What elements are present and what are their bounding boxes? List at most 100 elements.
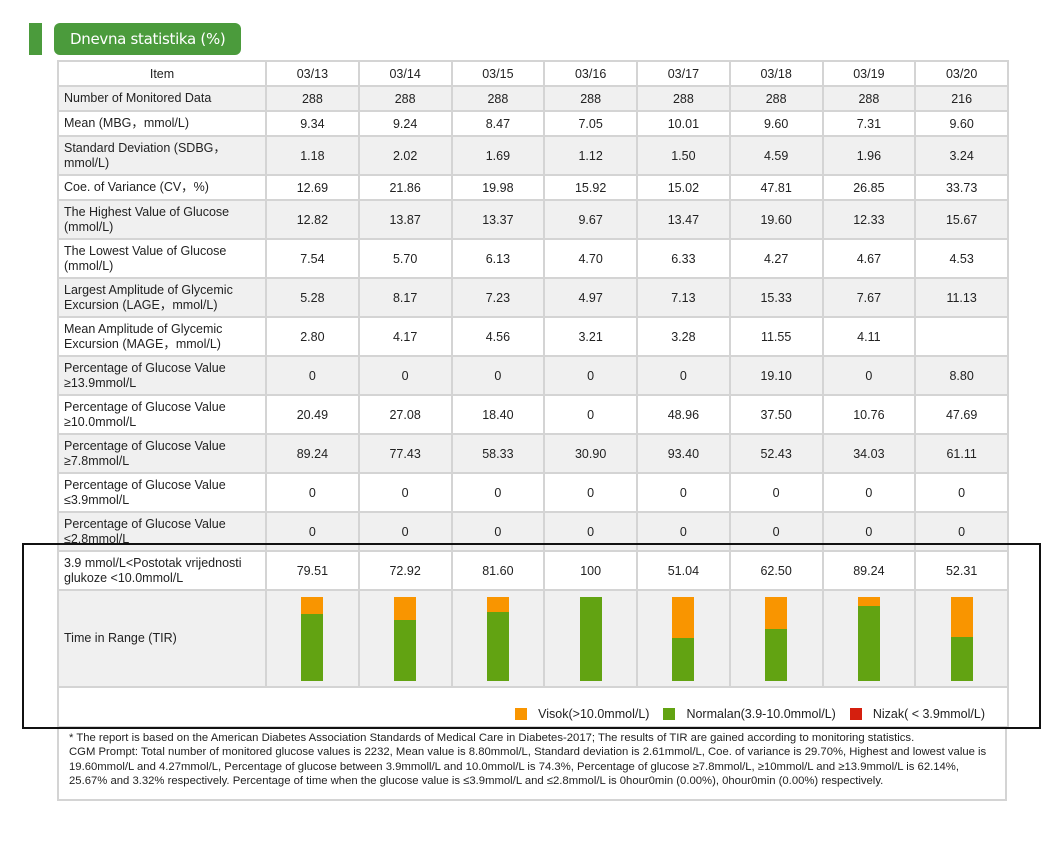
legend-label: Nizak( < 3.9mmol/L) xyxy=(872,707,985,721)
cell-value: 4.27 xyxy=(728,238,824,279)
cell-value: 4.56 xyxy=(450,316,546,357)
tir-bar-segment-normal xyxy=(672,638,695,681)
cell-value: 0 xyxy=(265,511,360,552)
table-row: The Lowest Value of Glucose (mmol/L) 7.54… xyxy=(57,238,1009,279)
tir-bar-segment-high xyxy=(301,597,324,615)
cell-value: 1.12 xyxy=(543,135,638,176)
tir-label: Time in Range (TIR) xyxy=(57,589,267,688)
cell-value: 9.60 xyxy=(728,110,824,137)
row-label: Standard Deviation (SDBG，mmol/L) xyxy=(57,135,267,176)
row-label: The Lowest Value of Glucose (mmol/L) xyxy=(57,238,267,279)
column-header-date: 03/14 xyxy=(357,60,453,87)
cell-value: 0 xyxy=(821,355,917,396)
cell-value: 0 xyxy=(357,472,453,513)
cell-value: 52.43 xyxy=(728,433,824,474)
tir-bar-cell xyxy=(914,589,1009,688)
cell-value: 2.02 xyxy=(357,135,453,176)
cell-value: 15.33 xyxy=(728,277,824,318)
cell-value: 10.01 xyxy=(636,110,731,137)
cell-value: 15.02 xyxy=(636,174,731,201)
cell-value: 37.50 xyxy=(728,394,824,435)
cell-value: 0 xyxy=(636,511,731,552)
table-row: Percentage of Glucose Value ≥7.8mmol/L 89… xyxy=(57,433,1009,474)
tir-bar-segment-high xyxy=(672,597,695,639)
tir-stacked-bar xyxy=(950,597,973,681)
cell-value: 9.24 xyxy=(357,110,453,137)
section-title: Dnevna statistika (%) xyxy=(54,23,242,55)
column-header-date: 03/17 xyxy=(636,60,731,87)
column-header-date: 03/18 xyxy=(728,60,824,87)
table-row: Coe. of Variance (CV，%) 12.69 21.86 19.98 15… xyxy=(57,174,1009,201)
cell-value: 0 xyxy=(543,511,638,552)
cell-value: 6.33 xyxy=(636,238,731,279)
tir-chart-row: Time in Range (TIR) xyxy=(57,589,1009,688)
cell-value: 77.43 xyxy=(357,433,453,474)
cell-value: 288 xyxy=(636,85,731,112)
cell-value: 4.11 xyxy=(821,316,917,357)
cell-value: 11.13 xyxy=(914,277,1009,318)
cell-value: 7.23 xyxy=(450,277,546,318)
table-row: Mean Amplitude of Glycemic Excursion (MA… xyxy=(57,316,1009,357)
row-label: Percentage of Glucose Value ≤2.8mmol/L xyxy=(57,511,267,552)
table-row: Number of Monitored Data 288 288 288 288 288 2… xyxy=(57,85,1009,112)
cell-value: 288 xyxy=(543,85,638,112)
cell-value: 12.33 xyxy=(821,199,917,240)
cell-value: 5.28 xyxy=(265,277,360,318)
row-label: Mean (MBG，mmol/L) xyxy=(57,110,267,137)
cell-value: 13.37 xyxy=(450,199,546,240)
row-label: Coe. of Variance (CV，%) xyxy=(57,174,267,201)
row-label: Percentage of Glucose Value ≥7.8mmol/L xyxy=(57,433,267,474)
cell-value: 0 xyxy=(450,472,546,513)
cell-value: 0 xyxy=(821,472,917,513)
cell-value: 51.04 xyxy=(636,550,731,591)
table-row: Percentage of Glucose Value ≤2.8mmol/L 0 0… xyxy=(57,511,1009,552)
cell-value: 0 xyxy=(450,355,546,396)
table-row: 3.9 mmol/L<Postotak vrijednosti glukoze … xyxy=(57,550,1009,591)
cell-value: 26.85 xyxy=(821,174,917,201)
cell-value: 288 xyxy=(265,85,360,112)
cell-value: 58.33 xyxy=(450,433,546,474)
legend-cell: Visok(>10.0mmol/L) Normalan(3.9-10.0mmol/… xyxy=(57,686,1009,728)
cell-value: 61.11 xyxy=(914,433,1009,474)
cell-value: 288 xyxy=(450,85,546,112)
cell-value: 9.34 xyxy=(265,110,360,137)
cell-value: 0 xyxy=(914,511,1009,552)
cell-value: 4.59 xyxy=(728,135,824,176)
tir-stacked-bar xyxy=(301,597,324,681)
legend-item: Visok(>10.0mmol/L) xyxy=(515,707,649,721)
cell-value: 216 xyxy=(914,85,1009,112)
column-header-item: Item xyxy=(57,60,267,87)
legend-label: Normalan(3.9-10.0mmol/L) xyxy=(686,707,836,721)
cell-value: 15.92 xyxy=(543,174,638,201)
cell-value: 0 xyxy=(543,394,638,435)
row-label: 3.9 mmol/L<Postotak vrijednosti glukoze … xyxy=(57,550,267,591)
cell-value: 3.21 xyxy=(543,316,638,357)
column-header-date: 03/19 xyxy=(821,60,917,87)
row-label: Percentage of Glucose Value ≥13.9mmol/L xyxy=(57,355,267,396)
cell-value: 15.67 xyxy=(914,199,1009,240)
tir-bar-segment-high xyxy=(857,597,880,607)
cell-value: 7.31 xyxy=(821,110,917,137)
column-header-date: 03/20 xyxy=(914,60,1009,87)
table-row: The Highest Value of Glucose (mmol/L) 12.… xyxy=(57,199,1009,240)
tir-bar-cell xyxy=(357,589,453,688)
cell-value: 12.82 xyxy=(265,199,360,240)
cell-value: 81.60 xyxy=(450,550,546,591)
table-row: Percentage of Glucose Value ≤3.9mmol/L 0 0… xyxy=(57,472,1009,513)
tir-bar-segment-high xyxy=(394,597,417,620)
column-header-date: 03/13 xyxy=(265,60,360,87)
tir-stacked-bar xyxy=(579,597,602,681)
tir-bar-segment-normal xyxy=(950,637,973,681)
table-row: Percentage of Glucose Value ≥13.9mmol/L 0… xyxy=(57,355,1009,396)
section-header: Dnevna statistika (%) xyxy=(29,23,242,55)
legend-item: Normalan(3.9-10.0mmol/L) xyxy=(663,707,836,721)
cell-value: 9.60 xyxy=(914,110,1009,137)
notes-cgm-prompt: CGM Prompt: Total number of monitored gl… xyxy=(69,746,987,788)
tir-bar-cell xyxy=(728,589,824,688)
cell-value: 0 xyxy=(636,355,731,396)
cell-value: 4.70 xyxy=(543,238,638,279)
cell-value: 100 xyxy=(543,550,638,591)
cell-value: 1.96 xyxy=(821,135,917,176)
cell-value: 19.10 xyxy=(728,355,824,396)
tir-bar-segment-normal xyxy=(301,614,324,681)
